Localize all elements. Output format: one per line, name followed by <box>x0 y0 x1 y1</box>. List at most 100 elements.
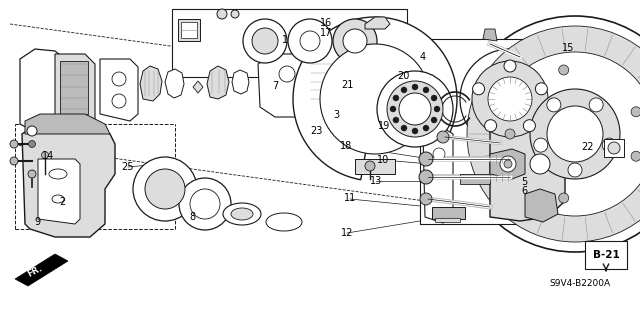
Circle shape <box>243 19 287 63</box>
Text: 13: 13 <box>370 176 383 186</box>
Polygon shape <box>193 81 203 93</box>
Circle shape <box>530 89 620 179</box>
Circle shape <box>217 9 227 19</box>
Text: 20: 20 <box>397 71 410 81</box>
Text: 7: 7 <box>272 81 278 91</box>
Text: 25: 25 <box>122 162 134 173</box>
Circle shape <box>504 60 516 72</box>
Text: FR.: FR. <box>26 263 44 278</box>
Circle shape <box>179 178 231 230</box>
Circle shape <box>608 142 620 154</box>
Circle shape <box>423 87 429 93</box>
Circle shape <box>602 138 616 152</box>
Polygon shape <box>423 129 453 223</box>
Circle shape <box>460 49 560 149</box>
Circle shape <box>288 19 332 63</box>
Polygon shape <box>258 54 315 117</box>
Circle shape <box>472 61 548 137</box>
Polygon shape <box>60 61 88 114</box>
Text: 16: 16 <box>320 18 333 28</box>
Circle shape <box>434 106 440 112</box>
Polygon shape <box>365 17 390 29</box>
Polygon shape <box>140 66 162 101</box>
Text: 11: 11 <box>344 193 356 204</box>
Text: 1: 1 <box>282 35 288 45</box>
Circle shape <box>530 154 550 174</box>
Circle shape <box>631 107 640 117</box>
Circle shape <box>401 125 407 131</box>
Circle shape <box>589 98 603 112</box>
Circle shape <box>559 65 569 75</box>
Circle shape <box>387 81 443 137</box>
Circle shape <box>133 157 197 221</box>
Circle shape <box>419 170 433 184</box>
Text: 5: 5 <box>522 177 528 187</box>
Polygon shape <box>181 22 197 38</box>
Circle shape <box>467 26 640 242</box>
Circle shape <box>493 52 640 216</box>
Circle shape <box>431 95 437 101</box>
Circle shape <box>252 28 278 54</box>
Polygon shape <box>25 114 110 134</box>
Text: 21: 21 <box>341 79 354 90</box>
Polygon shape <box>100 59 138 121</box>
Polygon shape <box>460 174 490 184</box>
Circle shape <box>524 120 536 132</box>
Text: 9: 9 <box>34 217 40 227</box>
Polygon shape <box>432 207 465 219</box>
Text: 18: 18 <box>339 141 352 151</box>
Circle shape <box>401 87 407 93</box>
Circle shape <box>145 169 185 209</box>
Bar <box>420 39 615 224</box>
Circle shape <box>29 140 35 147</box>
Polygon shape <box>435 218 460 222</box>
Circle shape <box>412 128 418 134</box>
Circle shape <box>534 138 548 152</box>
Polygon shape <box>207 66 229 99</box>
Circle shape <box>568 163 582 177</box>
Circle shape <box>385 56 395 66</box>
Text: 15: 15 <box>562 43 575 53</box>
Bar <box>172 9 407 77</box>
Circle shape <box>393 95 399 101</box>
Text: 12: 12 <box>341 228 354 238</box>
Wedge shape <box>293 17 457 180</box>
Circle shape <box>547 106 603 162</box>
Polygon shape <box>55 54 95 127</box>
Circle shape <box>112 72 126 86</box>
Circle shape <box>437 131 449 143</box>
Polygon shape <box>20 49 65 132</box>
Circle shape <box>500 156 516 172</box>
Ellipse shape <box>52 195 64 203</box>
Circle shape <box>377 71 453 147</box>
Circle shape <box>559 193 569 203</box>
Text: 2: 2 <box>60 197 66 207</box>
Polygon shape <box>355 159 395 174</box>
Circle shape <box>390 106 396 112</box>
Circle shape <box>10 140 18 148</box>
Circle shape <box>412 84 418 90</box>
Text: 23: 23 <box>310 126 323 136</box>
Circle shape <box>190 189 220 219</box>
Circle shape <box>10 157 18 165</box>
Text: B-21: B-21 <box>593 250 620 260</box>
Text: 6: 6 <box>522 186 528 197</box>
Text: 14: 14 <box>42 151 54 161</box>
Circle shape <box>420 193 432 205</box>
Circle shape <box>536 83 547 95</box>
Circle shape <box>27 126 37 136</box>
Text: 22: 22 <box>581 142 594 152</box>
Text: S9V4-B2200A: S9V4-B2200A <box>549 279 610 288</box>
Circle shape <box>365 161 375 171</box>
Polygon shape <box>22 121 115 237</box>
Ellipse shape <box>49 169 67 179</box>
Bar <box>604 139 624 157</box>
Circle shape <box>423 125 429 131</box>
Text: 10: 10 <box>376 155 389 165</box>
Polygon shape <box>165 69 184 98</box>
Text: 4: 4 <box>419 52 426 63</box>
Circle shape <box>333 19 377 63</box>
Polygon shape <box>232 70 249 94</box>
Circle shape <box>547 98 561 112</box>
Ellipse shape <box>266 213 302 231</box>
